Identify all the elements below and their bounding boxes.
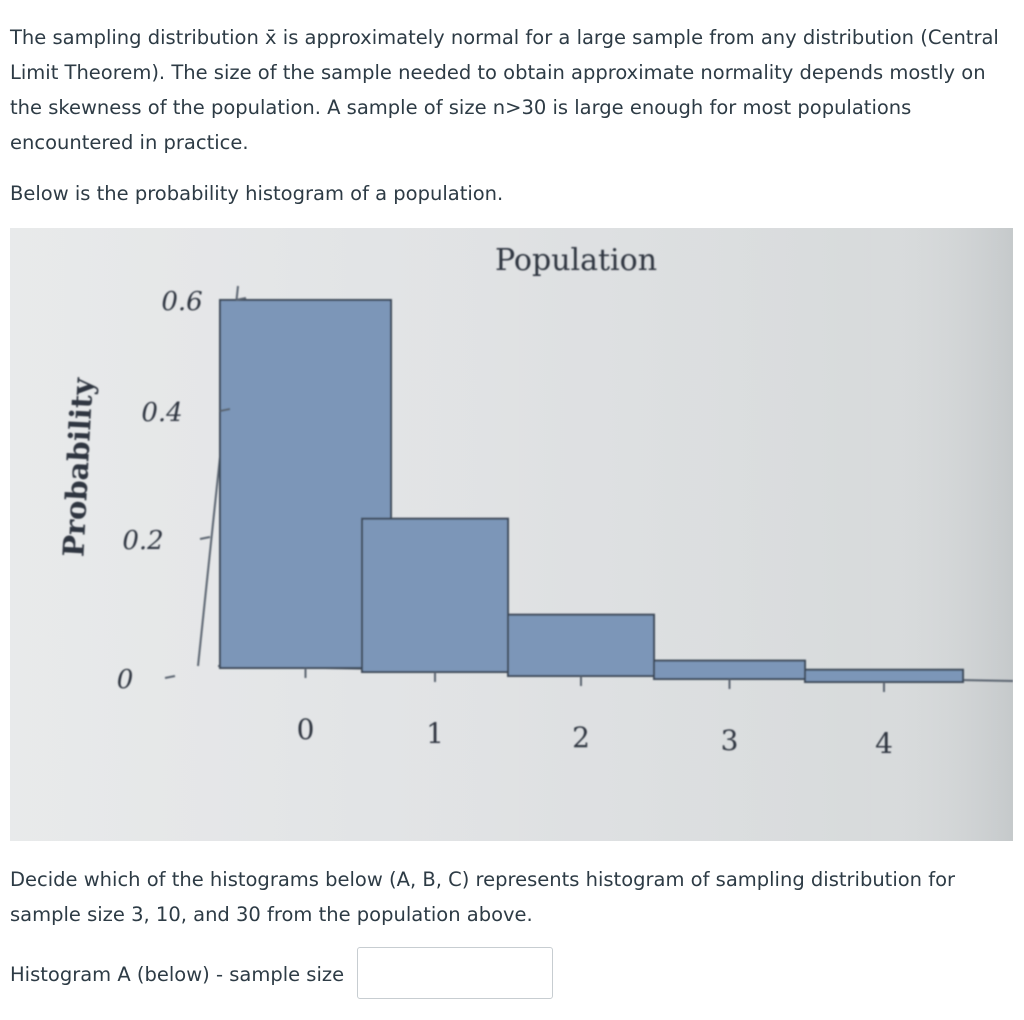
y-tick-label: 0.4: [141, 398, 182, 428]
histogram-caption: Below is the probability histogram of a …: [10, 182, 504, 205]
y-tick: [235, 297, 247, 301]
x-tick-label: 4: [875, 727, 893, 760]
intro-text: The sampling distribution x̄ is approxim…: [10, 26, 999, 154]
bar-4: [804, 668, 964, 684]
y-tick: [199, 536, 211, 540]
y-tick: [219, 408, 231, 412]
x-tick-label: 0: [297, 713, 315, 746]
question-prompt: Decide which of the histograms below (A,…: [10, 868, 956, 926]
x-tick-label: 2: [572, 721, 590, 754]
x-tick-label: 3: [721, 724, 739, 757]
y-tick: [164, 675, 176, 679]
y-tick-label: 0.2: [122, 526, 163, 556]
bar-2: [507, 613, 655, 677]
bar-3: [653, 659, 806, 681]
y-tick-label: 0: [117, 665, 134, 695]
y-tick-label: 0.6: [161, 287, 202, 317]
answer-row: Histogram A (below) - sample size: [10, 947, 610, 1001]
answer-label: Histogram A (below) - sample size: [10, 963, 345, 986]
chart-title: Population: [495, 243, 657, 278]
x-tick-label: 1: [426, 717, 444, 750]
bar-1: [361, 517, 509, 673]
sample-size-input[interactable]: [357, 947, 553, 999]
